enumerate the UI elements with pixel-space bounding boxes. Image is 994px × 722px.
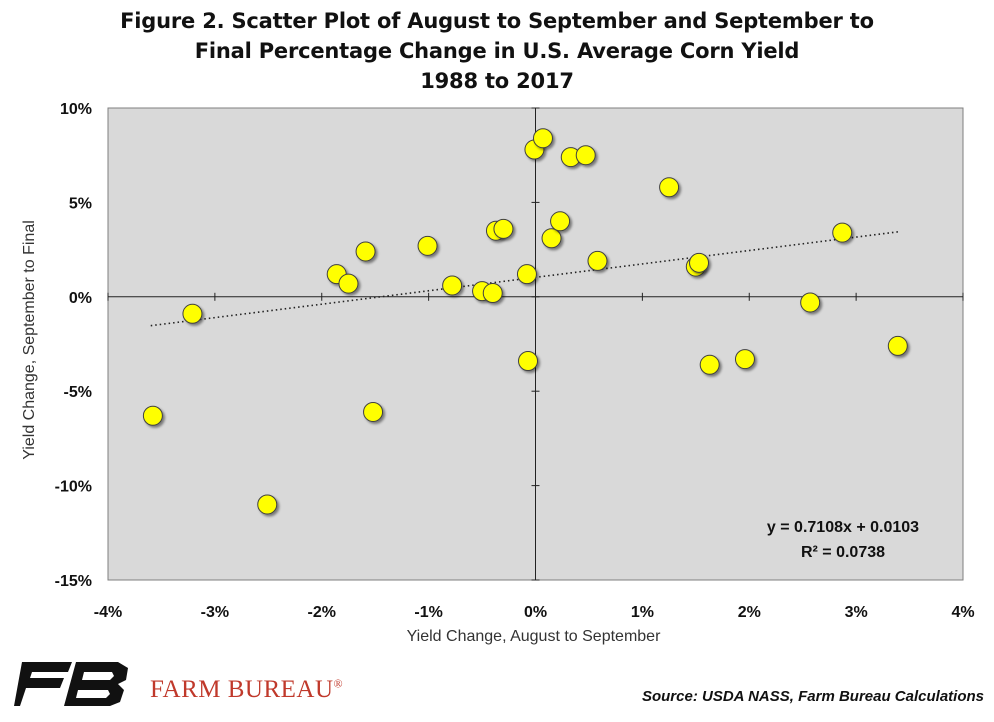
x-tick-label: -4% xyxy=(94,604,122,621)
scatter-point xyxy=(142,405,163,426)
x-tick-label: 3% xyxy=(845,604,868,621)
scatter-point xyxy=(699,354,720,375)
scatter-point xyxy=(800,292,821,313)
data-points xyxy=(142,128,908,515)
scatter-point xyxy=(689,252,710,273)
scatter-point xyxy=(575,145,596,166)
scatter-point xyxy=(516,264,537,285)
scatter-point xyxy=(550,211,571,232)
brand-registered-mark: ® xyxy=(333,676,344,691)
scatter-point xyxy=(482,283,503,304)
scatter-point xyxy=(417,235,438,256)
brand-name: FARM BUREAU® xyxy=(150,676,343,704)
y-tick-label: -5% xyxy=(64,384,92,401)
chart-title: Figure 2. Scatter Plot of August to Sept… xyxy=(0,6,994,96)
x-tick-label: 4% xyxy=(951,604,974,621)
x-axis-ticks: -4% -3% -2% -1% 0% 1% 2% 3% 4% xyxy=(94,292,975,621)
scatter-point xyxy=(257,494,278,515)
trendline-equation: y = 0.7108x + 0.0103 xyxy=(767,519,919,536)
scatter-point xyxy=(363,401,384,422)
x-tick-label: 1% xyxy=(631,604,654,621)
scatter-chart: -4% -3% -2% -1% 0% 1% 2% 3% 4% 10% 5% 0% -5% -10% -15… xyxy=(21,101,975,645)
scatter-point xyxy=(338,273,359,294)
farm-bureau-logo-icon xyxy=(14,662,128,706)
y-tick-label: -15% xyxy=(55,573,92,590)
scatter-point xyxy=(832,222,853,243)
r-squared-label: R² = 0.0738 xyxy=(801,544,885,561)
scatter-point xyxy=(442,275,463,296)
scatter-point xyxy=(541,228,562,249)
x-tick-label: -1% xyxy=(414,604,442,621)
y-tick-label: 5% xyxy=(69,195,92,212)
scatter-point xyxy=(587,250,608,271)
y-axis-ticks: 10% 5% 0% -5% -10% -15% xyxy=(55,101,540,590)
scatter-point xyxy=(355,241,376,262)
y-tick-label: 10% xyxy=(60,101,92,118)
x-tick-label: -2% xyxy=(308,604,336,621)
scatter-point xyxy=(734,349,755,370)
x-axis-label: Yield Change, August to September xyxy=(407,628,661,645)
scatter-point xyxy=(493,218,514,239)
chart-title-line-2: Final Percentage Change in U.S. Average … xyxy=(194,39,800,63)
y-axis-label: Yield Change, September to Final xyxy=(21,220,38,460)
scatter-point xyxy=(532,128,553,149)
y-tick-label: 0% xyxy=(69,290,92,307)
brand-name-text: FARM BUREAU xyxy=(150,676,334,703)
x-tick-label: -3% xyxy=(201,604,229,621)
x-tick-label: 0% xyxy=(524,604,547,621)
source-note: Source: USDA NASS, Farm Bureau Calculati… xyxy=(641,688,984,705)
chart-title-line-3: 1988 to 2017 xyxy=(420,69,574,93)
x-tick-label: 2% xyxy=(738,604,761,621)
scatter-point xyxy=(659,177,680,198)
scatter-point xyxy=(518,350,539,371)
chart-title-line-1: Figure 2. Scatter Plot of August to Sept… xyxy=(120,9,874,33)
scatter-point xyxy=(182,303,203,324)
scatter-point xyxy=(887,335,908,356)
y-tick-label: -10% xyxy=(55,479,92,496)
